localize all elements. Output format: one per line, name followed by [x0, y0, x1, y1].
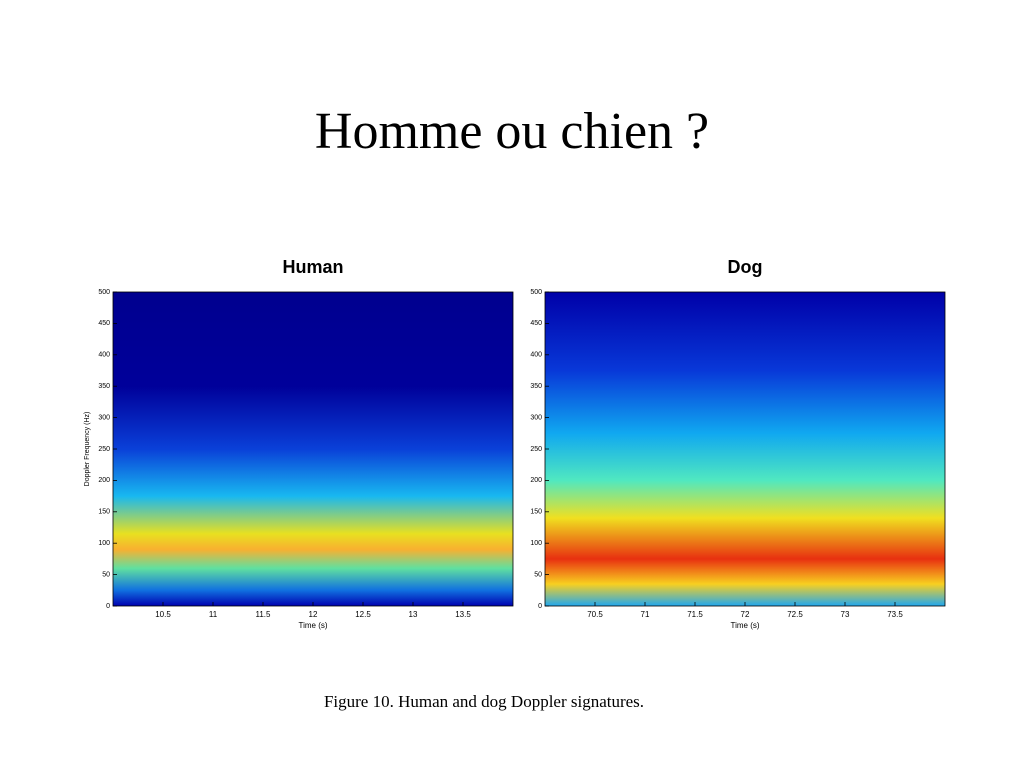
y-tick-label: 400 [530, 352, 542, 359]
x-tick-label: 12.5 [355, 610, 371, 619]
x-tick-label: 71 [641, 610, 650, 619]
y-tick-label: 50 [102, 571, 110, 578]
y-tick-label: 300 [530, 414, 542, 421]
y-tick-label: 150 [98, 509, 110, 516]
y-tick-label: 200 [98, 477, 110, 484]
x-tick-label: 73 [841, 610, 850, 619]
y-tick-label: 200 [530, 477, 542, 484]
spectrogram [545, 292, 945, 606]
spectrogram [113, 292, 513, 606]
y-tick-label: 0 [538, 603, 542, 610]
x-tick-label: 70.5 [587, 610, 603, 619]
slide-title: Homme ou chien ? [315, 103, 709, 160]
x-axis-label: Time (s) [730, 621, 759, 630]
y-tick-label: 350 [98, 383, 110, 390]
x-tick-label: 10.5 [155, 610, 171, 619]
caption: Figure 10. Human and dog Doppler signatu… [324, 692, 644, 711]
y-tick-label: 100 [98, 540, 110, 547]
x-tick-label: 11 [209, 610, 218, 619]
x-axis-label: Time (s) [298, 621, 327, 630]
x-tick-label: 11.5 [256, 610, 272, 619]
x-tick-label: 13.5 [455, 610, 471, 619]
y-tick-label: 50 [534, 571, 542, 578]
y-tick-label: 450 [98, 320, 110, 327]
y-tick-label: 350 [530, 383, 542, 390]
chart-title: Dog [728, 257, 763, 277]
x-tick-label: 13 [409, 610, 418, 619]
y-tick-label: 0 [106, 603, 110, 610]
y-tick-label: 250 [530, 446, 542, 453]
x-tick-label: 12 [309, 610, 318, 619]
y-tick-label: 500 [530, 289, 542, 296]
chart-title: Human [282, 257, 343, 277]
y-axis-label: Doppler Frequency (Hz) [84, 412, 91, 487]
y-tick-label: 250 [98, 446, 110, 453]
y-tick-label: 450 [530, 320, 542, 327]
x-tick-label: 72.5 [787, 610, 803, 619]
x-tick-label: 73.5 [887, 610, 903, 619]
y-tick-label: 100 [530, 540, 542, 547]
y-tick-label: 150 [530, 509, 542, 516]
y-tick-label: 500 [98, 289, 110, 296]
x-tick-label: 72 [741, 610, 750, 619]
y-tick-label: 400 [98, 352, 110, 359]
y-tick-label: 300 [98, 414, 110, 421]
x-tick-label: 71.5 [687, 610, 703, 619]
